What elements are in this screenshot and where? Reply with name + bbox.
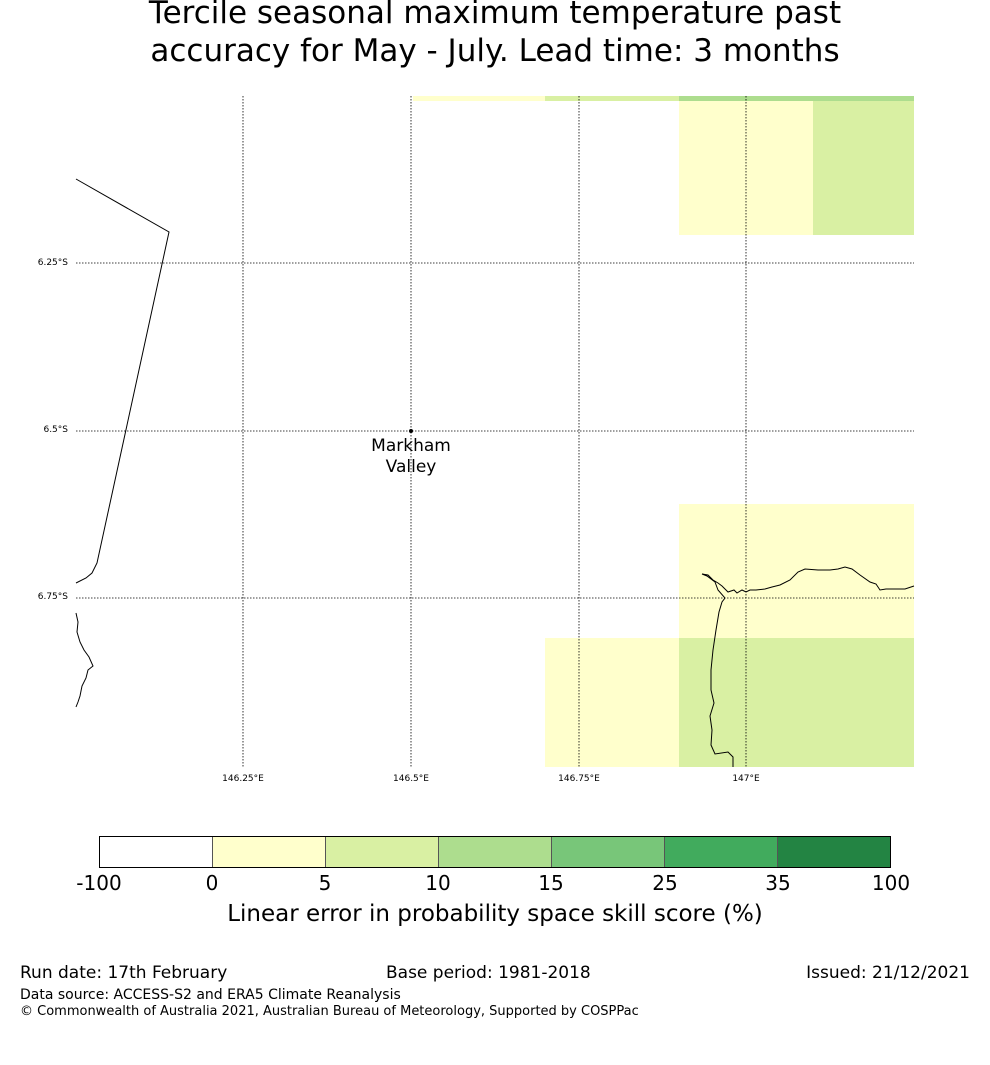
map-plot <box>75 96 915 767</box>
lat-label-6-5s: 6.5°S <box>43 425 68 435</box>
lat-label-6-25s: 6.25°S <box>37 258 68 268</box>
colorbar-segment <box>100 837 213 867</box>
issued-date: Issued: 21/12/2021 <box>806 963 970 983</box>
colorbar-segment <box>552 837 665 867</box>
lat-label-6-75s: 6.75°S <box>37 592 68 602</box>
map-title-line-1: Tercile seasonal maximum temperature pas… <box>148 0 842 31</box>
grid-cell-top-yellow <box>413 96 545 101</box>
colorbar-tick: 5 <box>318 871 332 895</box>
gridlines <box>76 96 914 767</box>
place-label-line-2: Valley <box>385 457 437 477</box>
colorbar-tick: 15 <box>538 871 564 895</box>
run-date: Run date: 17th February <box>20 963 228 983</box>
grid-cell-top-green <box>545 96 679 101</box>
colorbar-tick: 100 <box>871 871 911 895</box>
colorbar-tick: 10 <box>425 871 451 895</box>
base-period: Base period: 1981-2018 <box>386 963 591 983</box>
colorbar-segment <box>439 837 552 867</box>
lon-label-146-75e: 146.75°E <box>558 774 600 784</box>
colorbar-segment <box>213 837 326 867</box>
grid-cell-se-yellow <box>679 504 914 638</box>
place-label-line-1: Markham <box>371 436 451 456</box>
colorbar-tick: -100 <box>76 871 122 895</box>
lon-label-146-25e: 146.25°E <box>222 774 264 784</box>
copyright: © Commonwealth of Australia 2021, Austra… <box>20 1004 639 1019</box>
markham-valley-marker <box>409 429 413 433</box>
grid-cell-top-mid-green <box>679 96 914 101</box>
colorbar-segment <box>665 837 778 867</box>
lon-label-147e: 147°E <box>732 774 760 784</box>
colorbar-tick: 0 <box>205 871 219 895</box>
colorbar-segment <box>778 837 890 867</box>
coastlines <box>75 178 915 767</box>
grid-cell-ne-green <box>813 101 914 235</box>
colorbar-tick: 25 <box>652 871 678 895</box>
map-title: Tercile seasonal maximum temperature pas… <box>0 0 990 70</box>
lon-label-146-5e: 146.5°E <box>393 774 429 784</box>
coastline-gulf <box>701 566 915 767</box>
grid-cell-se-green <box>679 638 914 767</box>
grid-cell-s-yellow <box>545 638 679 767</box>
colorbar-label: Linear error in probability space skill … <box>227 901 763 927</box>
colorbar <box>99 836 891 868</box>
place-label-markham-valley: Markham Valley <box>351 436 471 478</box>
boundary-line-west <box>75 178 170 584</box>
colorbar-tick: 35 <box>765 871 791 895</box>
coastline-west <box>75 612 94 708</box>
data-source: Data source: ACCESS-S2 and ERA5 Climate … <box>20 987 401 1003</box>
map-title-line-2: accuracy for May - July. Lead time: 3 mo… <box>150 33 840 69</box>
colorbar-segment <box>326 837 439 867</box>
